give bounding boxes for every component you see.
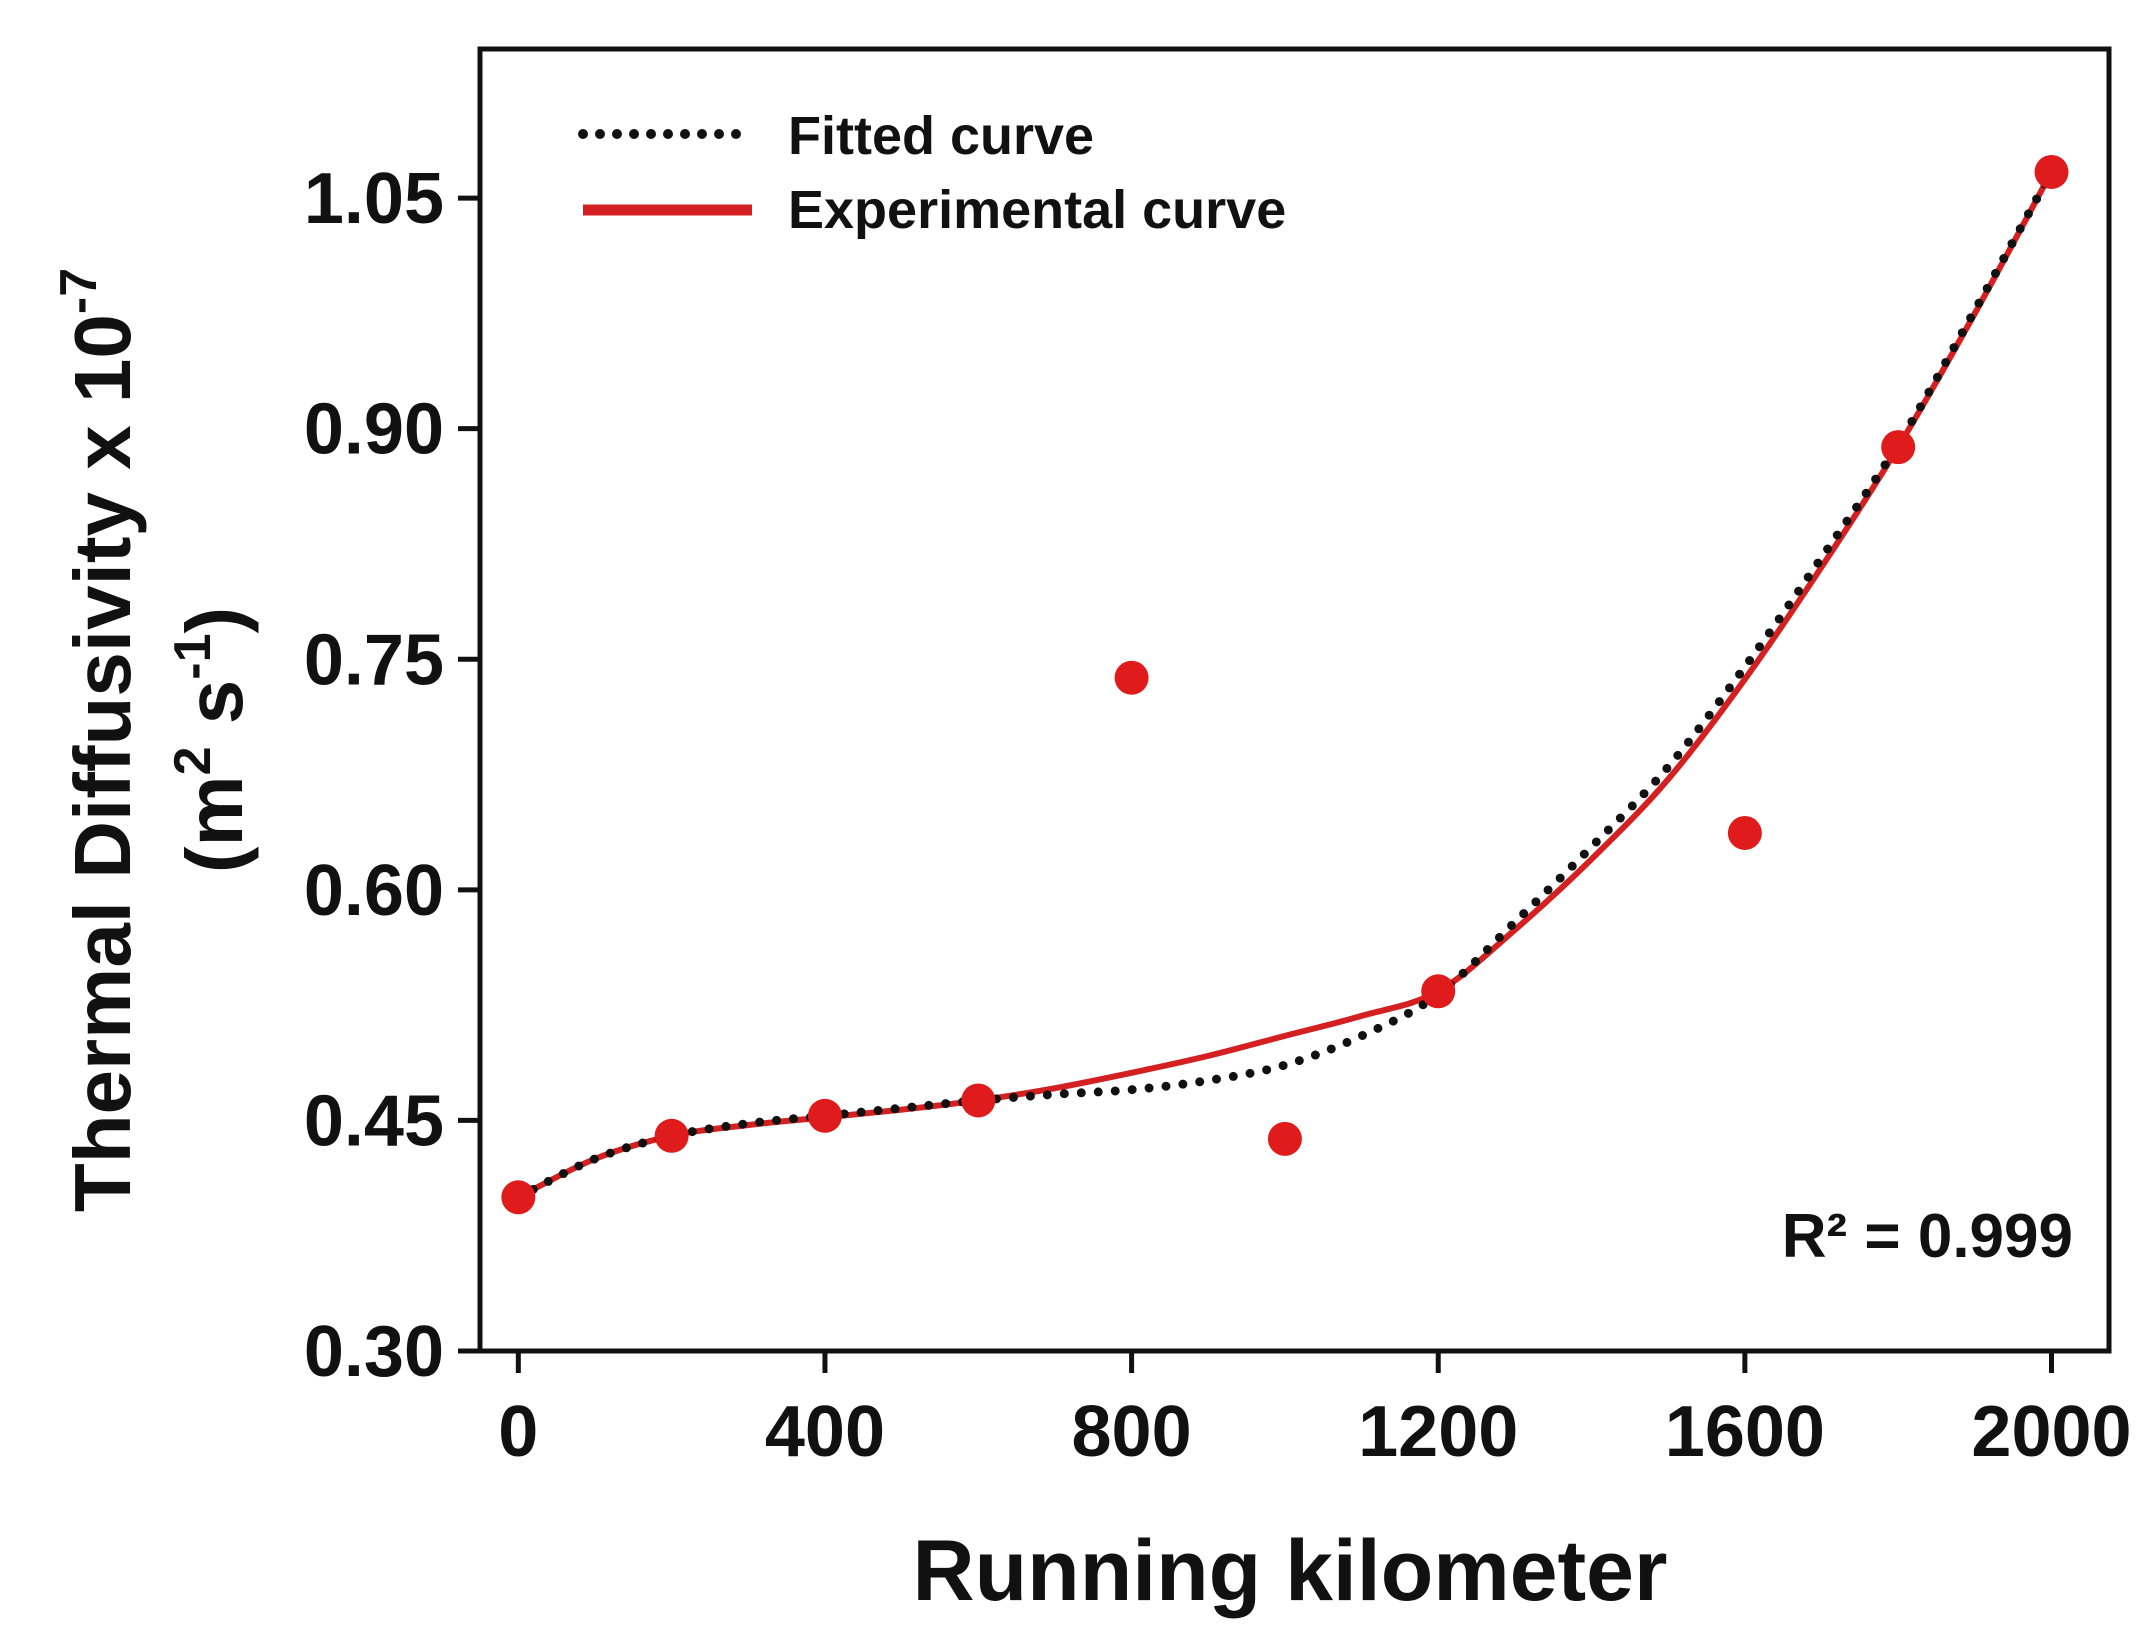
- data-point: [1881, 430, 1916, 465]
- y-axis-title-line1: Thermal Diffusivity x 10-7: [50, 268, 147, 1212]
- data-point: [1727, 815, 1762, 850]
- y-axis-unit-s: s: [170, 680, 259, 747]
- x-tick-labels: 0 400 800 1200 1600 2000: [498, 1392, 2131, 1472]
- data-point: [501, 1180, 536, 1215]
- y-axis-title: Thermal Diffusivity x 10-7 (m2 s-1): [50, 268, 259, 1212]
- y-tick-label: 0.45: [304, 1081, 444, 1161]
- y-tick-label: 1.05: [304, 159, 444, 239]
- x-tick-label: 0: [498, 1392, 538, 1472]
- y-axis-unit-exp-s: -1: [164, 633, 222, 679]
- x-tick-label: 2000: [1971, 1392, 2131, 1472]
- data-point: [1421, 974, 1456, 1009]
- experimental-points: [501, 154, 2069, 1215]
- y-axis-title-line2: (m2 s-1): [164, 607, 259, 873]
- data-point: [1114, 660, 1149, 695]
- experimental-curve-line: [516, 170, 2055, 1200]
- fitted-curve-line: [513, 167, 2057, 1202]
- y-axis-unit-open: (m: [170, 775, 259, 873]
- data-point: [807, 1098, 842, 1133]
- data-point: [1267, 1121, 1302, 1156]
- x-tick-label: 400: [765, 1392, 885, 1472]
- data-point: [654, 1118, 689, 1153]
- x-tick-label: 1600: [1665, 1392, 1825, 1472]
- y-axis-unit-exp-m: 2: [164, 746, 222, 775]
- y-tick-labels: 0.30 0.45 0.60 0.75 0.90 1.05: [304, 159, 444, 1392]
- y-tick-label: 0.30: [304, 1312, 444, 1392]
- y-tick-label: 0.60: [304, 851, 444, 931]
- x-tick-label: 800: [1072, 1392, 1192, 1472]
- x-tick-label: 1200: [1358, 1392, 1518, 1472]
- plot-frame: [477, 46, 2112, 1354]
- y-tick-label: 0.75: [304, 620, 444, 700]
- y-axis-title-prefix: Thermal Diffusivity x 10: [58, 314, 147, 1212]
- legend-fitted-label: Fitted curve: [788, 106, 1094, 166]
- legend-experimental-label: Experimental curve: [788, 180, 1286, 240]
- y-axis-unit-close: ): [170, 607, 259, 634]
- data-point: [2034, 154, 2069, 189]
- r-squared-annotation: R² = 0.999: [1782, 1202, 2073, 1271]
- y-axis-title-exponent: -7: [50, 268, 108, 314]
- axis-ticks: [458, 195, 2055, 1373]
- data-point: [961, 1083, 996, 1118]
- x-axis-title: Running kilometer: [913, 1523, 1668, 1619]
- y-tick-label: 0.90: [304, 390, 444, 470]
- legend: Fitted curve Experimental curve: [578, 106, 1286, 240]
